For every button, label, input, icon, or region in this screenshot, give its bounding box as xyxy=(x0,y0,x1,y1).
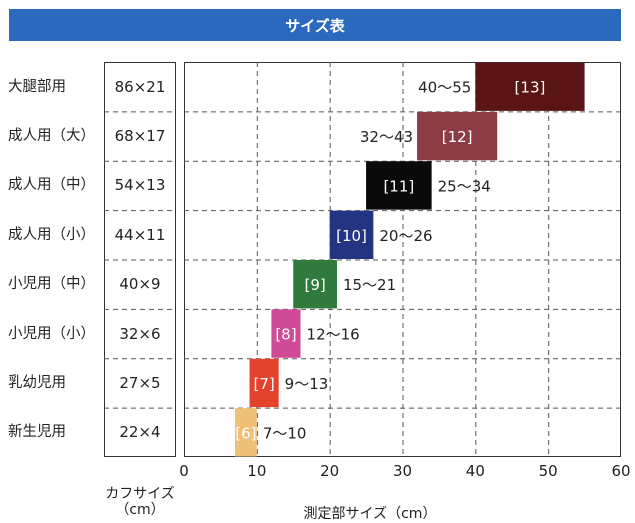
bar-code-label: [11] xyxy=(383,177,414,195)
range-bar xyxy=(329,210,374,260)
cuff-size-value: 54×13 xyxy=(114,176,166,195)
cuff-gridlines xyxy=(104,111,176,409)
range-label: 9～13 xyxy=(285,375,329,393)
category-label: 成人用（小） xyxy=(8,226,95,243)
bar-code-label: [10] xyxy=(336,227,367,245)
range-bar xyxy=(417,111,498,161)
bar-code-label: [6] xyxy=(235,424,256,442)
range-bar xyxy=(366,161,432,210)
cuff-size-value: 32×6 xyxy=(119,324,161,343)
category-label: 小児用（中） xyxy=(8,276,95,293)
range-bar xyxy=(475,62,585,111)
x-tick-label: 0 xyxy=(179,462,189,480)
range-label: 25～34 xyxy=(438,177,491,195)
cuff-size-value: 40×9 xyxy=(119,275,161,294)
x-axis-label: 測定部サイズ（cm） xyxy=(303,506,437,522)
cuff-size-value: 68×17 xyxy=(114,127,166,146)
range-label: 20～26 xyxy=(379,227,432,245)
cuff-axis-label: カフサイズ （cm） xyxy=(94,486,186,518)
range-label: 40～55 xyxy=(418,79,471,97)
plot-area: [13] 40～55 [12] 32～43 [11] 25～34 [10] 20～26 [9] 1… xyxy=(184,62,621,457)
cuff-axis-label-line2: （cm） xyxy=(115,502,165,518)
range-label: 7～10 xyxy=(263,424,307,442)
range-label: 12～16 xyxy=(307,326,360,344)
category-label: 乳幼児用 xyxy=(8,374,66,391)
range-bar xyxy=(271,309,301,358)
category-label: 新生児用 xyxy=(8,424,66,441)
range-label: 32～43 xyxy=(360,128,413,146)
cuff-size-value: 22×4 xyxy=(119,423,161,442)
bar-code-label: [12] xyxy=(442,128,473,146)
range-bar xyxy=(293,259,337,309)
cuff-axis-label-line1: カフサイズ xyxy=(105,486,175,502)
x-tick-label: 60 xyxy=(611,462,631,480)
range-label: 15～21 xyxy=(343,276,396,294)
bar-code-label: [13] xyxy=(515,79,546,97)
category-label: 成人用（中） xyxy=(8,177,95,194)
bar-code-label: [7] xyxy=(253,375,274,393)
x-tick-label: 40 xyxy=(465,462,485,480)
bar-code-label: [9] xyxy=(304,276,325,294)
x-tick-label: 10 xyxy=(247,462,267,480)
category-label: 成人用（大） xyxy=(8,128,95,145)
bar-code-label: [8] xyxy=(275,326,296,344)
category-label: 小児用（小） xyxy=(8,325,95,342)
cuff-size-value: 44×11 xyxy=(114,225,166,244)
cuff-size-column xyxy=(104,62,176,457)
cuff-size-value: 86×21 xyxy=(114,77,166,96)
x-tick-label: 20 xyxy=(320,462,340,480)
range-bar xyxy=(249,358,279,408)
cuff-size-value: 27×5 xyxy=(119,373,161,392)
x-tick-label: 30 xyxy=(392,462,413,480)
x-tick-label: 50 xyxy=(538,462,558,480)
range-chart: [13] 40～55 [12] 32～43 [11] 25～34 [10] 20～26 [9] 1… xyxy=(184,62,621,457)
range-bar xyxy=(234,408,257,457)
category-label: 大腿部用 xyxy=(8,78,66,95)
chart-title: サイズ表 xyxy=(9,9,621,41)
